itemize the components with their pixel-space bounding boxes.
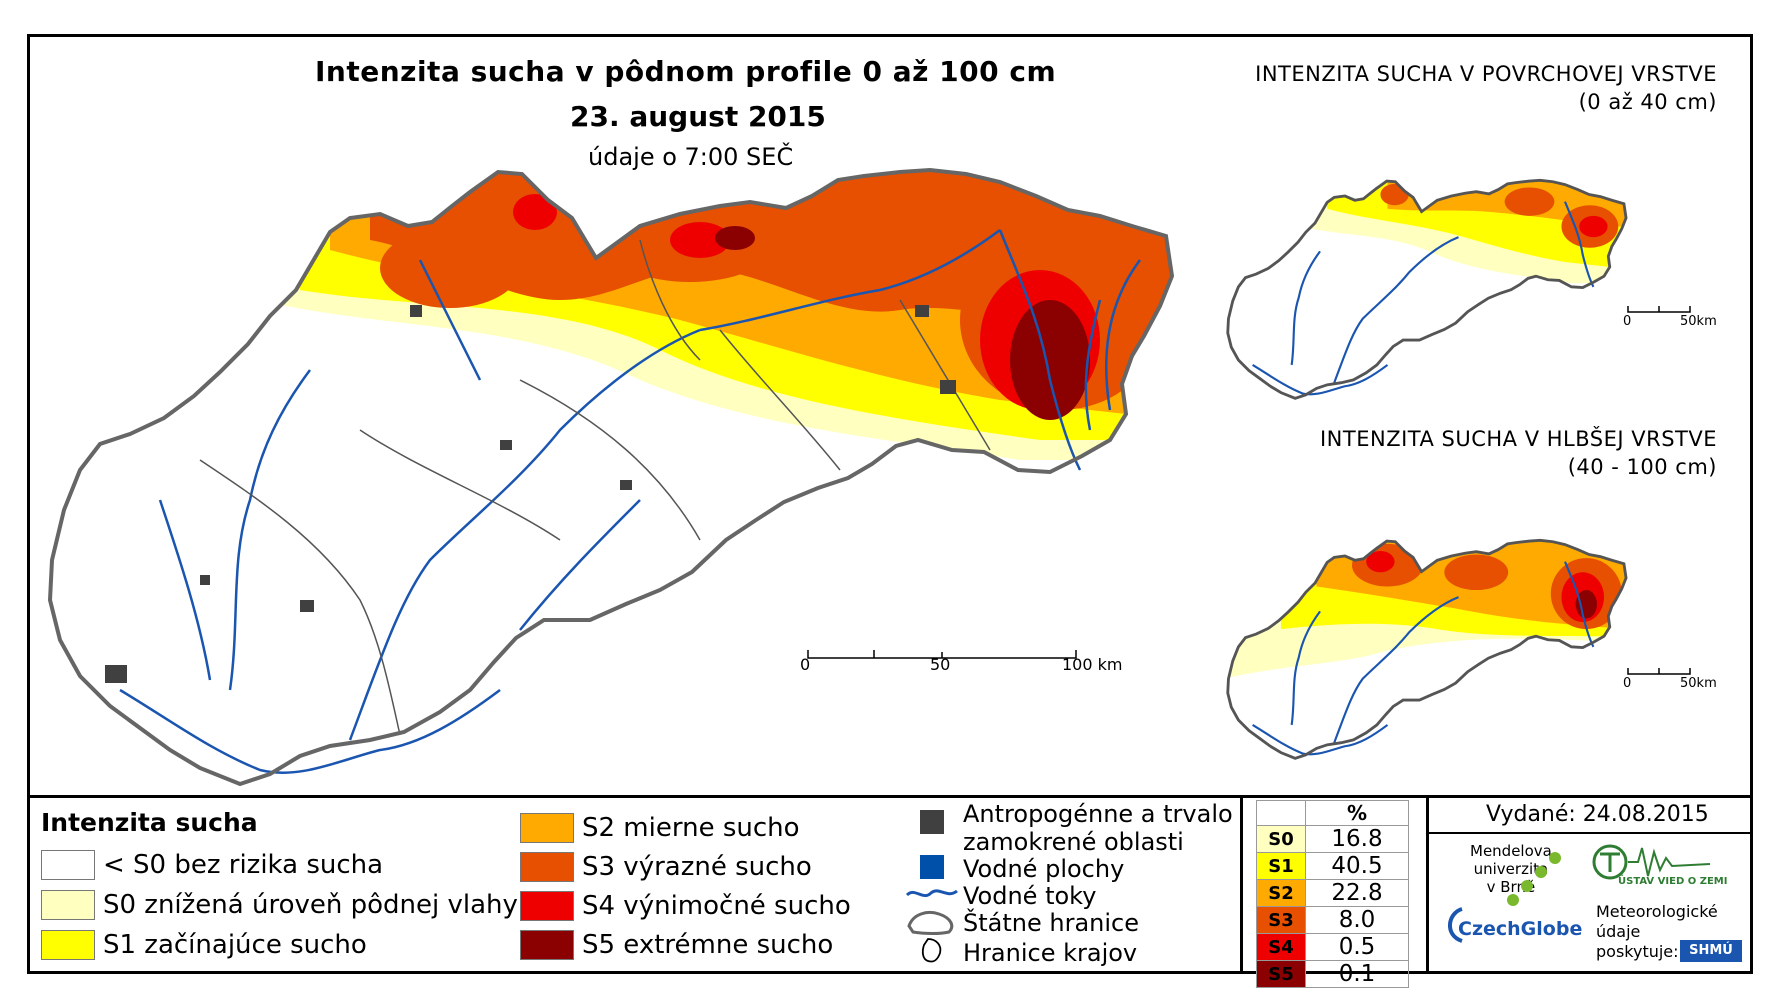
legend-item-s2: S2 mierne sucho: [520, 813, 800, 843]
legend-swatch-s3: [520, 852, 574, 882]
meteo-line-3: poskytuje:: [1596, 942, 1679, 961]
main-map-title: Intenzita sucha v pôdnom profile 0 až 10…: [315, 55, 1057, 88]
stats-header-percent: %: [1305, 800, 1409, 826]
stats-value-s2: 22.8: [1305, 879, 1409, 907]
legend-item-s4: S4 výnimočné sucho: [520, 891, 851, 921]
legend-swatch-s1: [41, 930, 95, 960]
stats-value-s3: 8.0: [1305, 906, 1409, 934]
main-map-subtitle: údaje o 7:00 SEČ: [588, 143, 794, 171]
state-border-icon: [907, 911, 954, 935]
legend-label-s5: S5 extrémne sucho: [582, 930, 834, 960]
issued-divider: [1426, 832, 1753, 834]
legend-title: Intenzita sucha: [41, 808, 258, 837]
legend-urban-label-2: zamokrené oblasti: [963, 828, 1184, 856]
river-line-icon: [905, 889, 958, 898]
legend-swatch-none: [41, 850, 95, 880]
legend-label-s0: S0 znížená úroveň pôdnej vlahy: [103, 890, 518, 920]
legend-water-label: Vodné plochy: [963, 855, 1125, 883]
legend-urban-label-1: Antropogénne a trvalo: [963, 800, 1233, 828]
stats-class-s0: S0: [1256, 825, 1306, 853]
main-scale-tick-50: 50: [930, 655, 951, 674]
stats-row-s1: S1 40.5: [1256, 852, 1409, 880]
issued-date: Vydané: 24.08.2015: [1486, 802, 1709, 827]
main-map-date: 23. august 2015: [570, 100, 826, 133]
legend-swatch-s5: [520, 930, 574, 960]
legend-label-s2: S2 mierne sucho: [582, 813, 800, 843]
legend-divider: [27, 795, 1753, 798]
stats-row-s4: S4 0.5: [1256, 933, 1409, 961]
stats-value-s5: 0.1: [1305, 960, 1409, 988]
region-border-icon: [921, 938, 942, 963]
stats-value-s4: 0.5: [1305, 933, 1409, 961]
inset-surface-subtitle: (0 až 40 cm): [1578, 90, 1717, 114]
stats-class-s2: S2: [1256, 879, 1306, 907]
legend-state-border-label: Štátne hranice: [963, 909, 1139, 937]
inset-surface-map: [1226, 178, 1628, 400]
stats-value-s1: 40.5: [1305, 852, 1409, 880]
legend-item-s0: S0 znížená úroveň pôdnej vlahy: [41, 890, 518, 920]
czechglobe-arc-icon: [1448, 907, 1463, 943]
czechglobe-logo-text: CzechGlobe: [1458, 918, 1583, 940]
mendel-line-2: univerzita: [1473, 860, 1549, 878]
stats-class-s4: S4: [1256, 933, 1306, 961]
stats-row-s2: S2 22.8: [1256, 879, 1409, 907]
drought-stats-table: % S0 16.8 S1 40.5 S2 22.8 S3 8.0 S4 0.5 …: [1256, 800, 1409, 988]
main-scale-bar: [807, 650, 1077, 659]
main-map-urban-areas: [105, 305, 956, 683]
inset-surface-scale-tick-50: 50km: [1680, 314, 1717, 329]
legend-label-none: < S0 bez rizika sucha: [103, 850, 384, 880]
legend-label-s4: S4 výnimočné sucho: [582, 891, 851, 921]
inset-surface-scale-tick-0: 0: [1623, 314, 1632, 329]
stats-row-s0: S0 16.8: [1256, 825, 1409, 853]
meteo-line-2: údaje: [1596, 922, 1641, 941]
mendel-line-1: Mendelova: [1470, 842, 1552, 860]
meteo-line-1: Meteorologické: [1596, 902, 1718, 921]
legend-rivers-label: Vodné toky: [963, 882, 1097, 910]
main-scale-tick-0: 0: [800, 655, 811, 674]
legend-separator-2: [1426, 795, 1429, 974]
blue-square-icon: [920, 855, 944, 879]
stats-header-row: %: [1256, 800, 1409, 826]
stats-class-s1: S1: [1256, 852, 1306, 880]
stats-value-s0: 16.8: [1305, 825, 1409, 853]
mendel-dots-icon: [1507, 852, 1561, 906]
ustav-logo-text: ÚSTAV VIED O ZEMI: [1618, 876, 1728, 887]
inset-surface-scale-bar: [1627, 306, 1691, 313]
stats-class-s5: S5: [1256, 960, 1306, 988]
stats-row-s3: S3 8.0: [1256, 906, 1409, 934]
legend-label-s3: S3 výrazné sucho: [582, 852, 812, 882]
inset-deep-scale-tick-0: 0: [1623, 676, 1632, 691]
shmu-logo: SHMÚ: [1680, 940, 1742, 962]
legend-separator-1: [1240, 795, 1243, 974]
inset-deep-title: INTENZITA SUCHA V HLBŠEJ VRSTVE: [1319, 427, 1717, 451]
legend-item-none: < S0 bez rizika sucha: [41, 850, 383, 880]
stats-row-s5: S5 0.1: [1256, 960, 1409, 988]
legend-region-border-label: Hranice krajov: [963, 939, 1138, 967]
legend-swatch-s4: [520, 891, 574, 921]
inset-deep-scale-bar: [1627, 668, 1691, 675]
ustav-logo-icon: [1592, 844, 1711, 880]
main-map-region-borders: [199, 239, 991, 736]
legend-item-s5: S5 extrémne sucho: [520, 930, 833, 960]
inset-deep-scale-tick-50: 50km: [1680, 676, 1717, 691]
legend-item-s1: S1 začínajúce sucho: [41, 930, 367, 960]
inset-deep-map: [1226, 538, 1628, 760]
legend-item-s3: S3 výrazné sucho: [520, 852, 812, 882]
inset-surface-title: INTENZITA SUCHA V POVRCHOVEJ VRSTVE: [1255, 62, 1717, 86]
main-map-rivers: [119, 228, 1142, 774]
dark-square-icon: [920, 810, 944, 834]
legend-swatch-s0: [41, 890, 95, 920]
main-scale-tick-100: 100 km: [1062, 655, 1123, 674]
legend-label-s1: S1 začínajúce sucho: [103, 930, 367, 960]
legend-swatch-s2: [520, 813, 574, 843]
inset-deep-subtitle: (40 - 100 cm): [1567, 455, 1717, 479]
stats-class-s3: S3: [1256, 906, 1306, 934]
